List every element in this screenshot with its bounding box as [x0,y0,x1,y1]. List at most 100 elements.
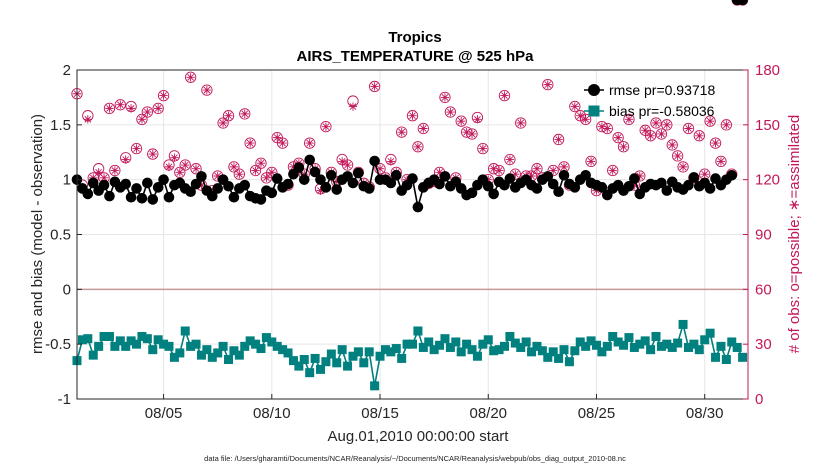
bias-point [521,337,531,347]
bias-point [467,345,477,355]
obs-assimilated-marker [570,102,580,111]
bias-point [683,342,693,352]
bias-point [570,346,580,356]
obs-possible-marker [228,161,240,173]
y-right-tick-label: 150 [755,117,780,134]
legend-rmse-label: rmse pr=0.93718 [609,82,715,98]
obs-assimilated-marker [581,115,590,124]
obs-assimilated-marker [137,115,147,124]
bias-point [137,331,147,341]
obs-possible-marker [677,161,689,173]
obs-assimilated-marker [630,180,639,190]
bias-point [186,341,196,351]
bias-point [386,347,396,357]
bias-point [619,340,629,350]
obs-assimilated-marker [446,107,455,117]
obs-assimilated-marker [657,129,666,139]
bias-point [678,319,688,329]
obs-assimilated-marker [624,115,634,124]
bias-point [651,331,661,341]
obs-assimilated-marker [224,111,233,120]
obs-possible-marker [217,117,229,129]
bias-point [662,339,672,349]
bias-point [299,355,309,365]
rmse-point [553,186,564,198]
obs-assimilated-marker [473,115,482,124]
bias-point [462,339,472,349]
bias-point [326,349,336,359]
obs-assimilated-marker [337,157,347,166]
bias-point [705,328,715,338]
bias-point [413,326,423,336]
y-right-tick-label: 90 [755,227,772,244]
obs-possible-marker [617,141,630,153]
bias-point [635,339,645,349]
rmse-point [656,177,667,189]
obs-assimilated-marker [213,171,222,181]
rmse-point [142,177,153,189]
x-tick-label: 08/15 [361,405,399,422]
bias-point [440,334,450,344]
bias-point [94,341,104,351]
obs-possible-marker [374,163,386,175]
rmse-point [136,193,148,204]
obs-assimilated-marker [662,120,672,130]
obs-assimilated-marker [251,166,260,175]
rmse-point [412,201,424,213]
obs-assimilated-marker [110,166,120,175]
bias-point [510,338,520,348]
obs-possible-marker [580,113,592,126]
bias-point [640,336,650,346]
rmse-point [482,180,494,192]
rmse-point [596,182,608,193]
rmse-point [326,169,337,181]
obs-assimilated-marker [716,157,726,166]
obs-assimilated-marker [262,173,271,183]
obs-assimilated-marker [153,104,163,113]
bias-point [613,337,623,347]
obs-assimilated-marker [197,180,206,190]
y-tick-label: -1 [58,391,71,408]
obs-assimilated-marker [457,116,466,126]
bias-point [721,355,731,365]
bias-point [564,357,574,367]
obs-possible-marker [244,137,256,149]
obs-assimilated-marker [316,186,325,195]
obs-possible-marker [455,115,467,127]
rmse-point [390,169,402,181]
bias-point [527,347,537,357]
obs-assimilated-marker [478,144,488,153]
rmse-point [434,178,445,190]
bias-point [554,353,564,363]
bias-point [483,335,493,345]
bias-point [353,347,363,357]
bias-point [370,381,380,391]
legend-bias-marker [588,105,600,117]
rmse-point [82,188,94,200]
obs-possible-marker [255,157,267,169]
legend-rmse-marker [588,84,600,96]
bias-point [537,346,547,356]
obs-assimilated-marker [143,107,152,117]
bias-point [581,341,591,351]
y-axis-ticks: -1 -0.5 0 0.5 1 1.5 2 [45,62,82,408]
bias-point [516,342,526,352]
obs-assimilated-marker [559,162,569,172]
rmse-point [466,187,478,199]
rmse-point [385,177,397,189]
bias-point [213,348,223,358]
rmse-point [488,188,499,200]
bias-point [494,345,504,355]
rmse-point [347,177,359,189]
bias-point [451,337,461,347]
obs-possible-marker [130,142,143,155]
rmse-point [704,183,716,194]
rmse-point [363,183,375,194]
x-tick-label: 08/30 [686,405,724,422]
obs-assimilated-marker [170,153,179,162]
obs-possible-marker [276,137,289,149]
obs-assimilated-marker [343,160,352,170]
y-tick-label: 1 [63,172,71,189]
y-right-tick-label: 120 [755,172,780,189]
rmse-point [369,155,380,167]
